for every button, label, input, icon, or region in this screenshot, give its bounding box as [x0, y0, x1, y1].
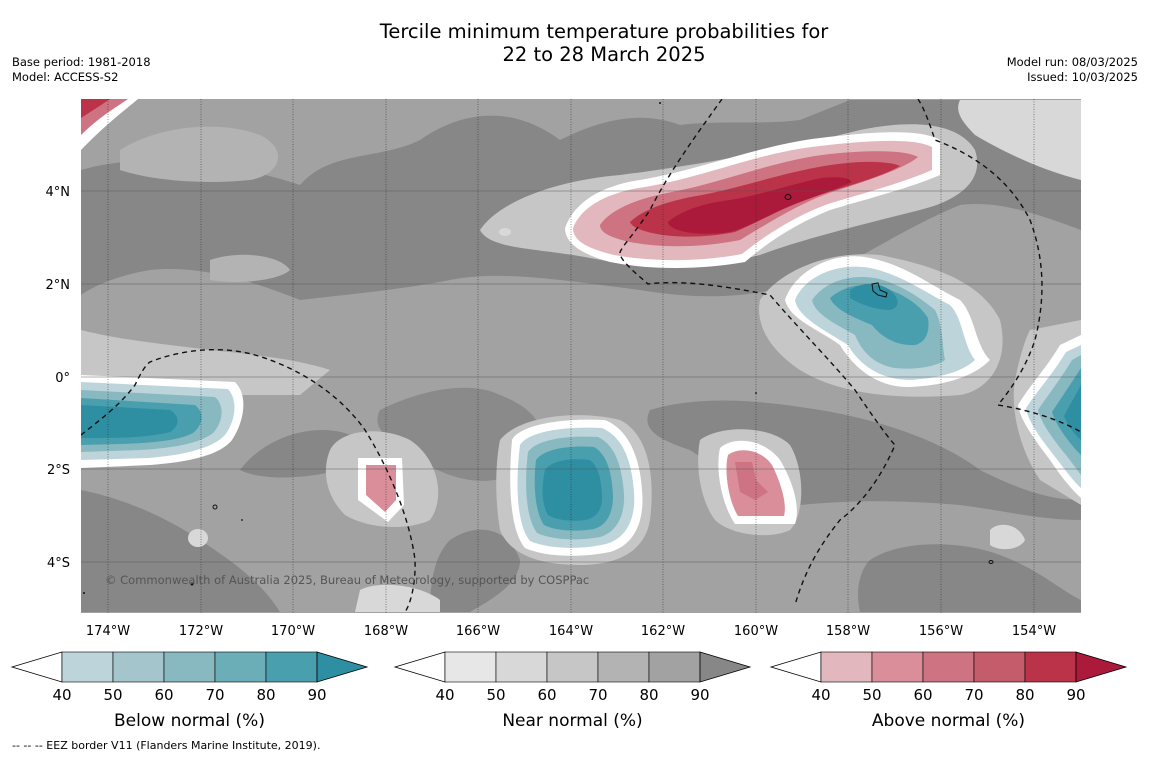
lon-label-156w: 156°W: [919, 624, 963, 639]
lat-label-2s: 2°S: [47, 463, 70, 478]
colorbar-below-low-extend: [10, 651, 63, 683]
light-blobs: [188, 228, 511, 547]
colorbar-above-segment: [1024, 651, 1077, 683]
lat-label-2n: 2°N: [46, 278, 71, 293]
title-line-2: 22 to 28 March 2025: [502, 43, 706, 66]
colorbar-near-high-extend: [699, 651, 752, 683]
lat-label-4s: 4°S: [47, 556, 70, 571]
colorbar-near-tick: 40: [435, 686, 454, 704]
latitude-gridlines: [81, 190, 1081, 563]
colorbar-above-tick: 90: [1066, 686, 1085, 704]
lon-label-174w: 174°W: [86, 624, 130, 639]
colorbar-above-tick: 80: [1015, 686, 1034, 704]
lon-label-154w: 154°W: [1012, 624, 1056, 639]
model-name: Model: ACCESS-S2: [12, 70, 119, 84]
colorbar-above-segment: [922, 651, 975, 683]
colorbar-above-tick: 70: [964, 686, 983, 704]
colorbar-above-segment: [871, 651, 924, 683]
lon-label-160w: 160°W: [734, 624, 778, 639]
base-period: Base period: 1981-2018: [12, 55, 151, 69]
colorbar-below-tick: 40: [52, 686, 71, 704]
colorbar-above-tick: 50: [862, 686, 881, 704]
colorbar-near-tick: 80: [639, 686, 658, 704]
colorbar-below-segment: [163, 651, 216, 683]
colorbar-above-tick: 60: [913, 686, 932, 704]
colorbar-below-tick: 50: [103, 686, 122, 704]
above-normal-north-region: [565, 132, 940, 268]
lon-label-158w: 158°W: [826, 624, 870, 639]
lon-label-172w: 172°W: [179, 624, 223, 639]
colorbar-above: 40 50 60 70 80 90 Above normal (%): [769, 651, 1128, 731]
longitude-labels: 174°W 172°W 170°W 168°W 166°W 164°W 162°…: [86, 624, 1056, 639]
eez-borders: [81, 99, 1081, 613]
meta-left: Base period: 1981-2018 Model: ACCESS-S2: [12, 55, 151, 85]
latitude-labels: 4°N 2°N 0° 2°S 4°S: [46, 185, 71, 571]
colorbar-below-label: Below normal (%): [114, 711, 265, 731]
colorbar-below-tick: 80: [256, 686, 275, 704]
above-normal-nw-region: [81, 99, 138, 150]
colorbar-below-segment: [61, 651, 114, 683]
below-normal-west-region: [81, 375, 244, 468]
colorbar-above-segment: [973, 651, 1026, 683]
colorbar-below-segment: [112, 651, 165, 683]
colorbar-near-segment: [444, 651, 497, 683]
map-figure: © Commonwealth of Australia 2025, Bureau…: [10, 99, 1128, 731]
colorbar-above-tick: 40: [811, 686, 830, 704]
colorbar-above-label: Above normal (%): [872, 711, 1025, 731]
colorbar-below-tick: 90: [307, 686, 326, 704]
lat-label-4n: 4°N: [46, 185, 71, 200]
above-normal-south-patches: [358, 440, 797, 524]
lon-label-166w: 166°W: [456, 624, 500, 639]
colorbar-below: 40 50 60 70 80 90 Below normal (%): [10, 651, 369, 731]
colorbar-near-segment: [495, 651, 548, 683]
copyright-text: © Commonwealth of Australia 2025, Bureau…: [105, 573, 589, 587]
eez-footnote: -- -- -- EEZ border V11 (Flanders Marine…: [12, 739, 321, 752]
colorbar-near-tick: 50: [486, 686, 505, 704]
colorbar-near-low-extend: [393, 651, 446, 683]
colorbar-near-segment: [546, 651, 599, 683]
colorbar-near-tick: 90: [690, 686, 709, 704]
colorbar-below-segment: [265, 651, 318, 683]
colorbar-near-label: Near normal (%): [502, 711, 642, 731]
issued-date: Issued: 10/03/2025: [1027, 70, 1138, 84]
lon-label-162w: 162°W: [641, 624, 685, 639]
below-normal-east-region: [1018, 335, 1081, 498]
colorbar-below-high-extend: [316, 651, 369, 683]
colorbar-above-high-extend: [1075, 651, 1128, 683]
colorbar-below-tick: 60: [154, 686, 173, 704]
colorbar-below-segment: [214, 651, 267, 683]
colorbar-near-tick: 60: [537, 686, 556, 704]
below-normal-northeast-region: [785, 256, 990, 388]
lon-label-170w: 170°W: [271, 624, 315, 639]
lon-label-168w: 168°W: [364, 624, 408, 639]
lat-label-0: 0°: [55, 371, 70, 386]
colorbar-above-low-extend: [769, 651, 822, 683]
longitude-gridlines: [107, 99, 1035, 613]
map-plot-area: © Commonwealth of Australia 2025, Bureau…: [81, 99, 1081, 613]
title-line-1: Tercile minimum temperature probabilitie…: [379, 20, 829, 43]
lon-label-164w: 164°W: [549, 624, 593, 639]
island-dots: [83, 102, 757, 594]
colorbar-near-segment: [648, 651, 701, 683]
colorbar-above-segment: [820, 651, 873, 683]
map-title: Tercile minimum temperature probabilitie…: [0, 20, 1150, 66]
colorbar-legends: 40 50 60 70 80 90 Below normal (%) 40 50 60 70 80 90…: [10, 651, 1128, 731]
colorbar-near: 40 50 60 70 80 90 Near normal (%): [393, 651, 752, 731]
colorbar-near-tick: 70: [588, 686, 607, 704]
colorbar-below-tick: 70: [205, 686, 224, 704]
below-normal-south-region: [510, 419, 643, 556]
colorbar-near-segment: [597, 651, 650, 683]
island-outlines: [212, 194, 994, 564]
meta-right: Model run: 08/03/2025 Issued: 10/03/2025: [1007, 55, 1138, 85]
model-run: Model run: 08/03/2025: [1006, 55, 1138, 69]
